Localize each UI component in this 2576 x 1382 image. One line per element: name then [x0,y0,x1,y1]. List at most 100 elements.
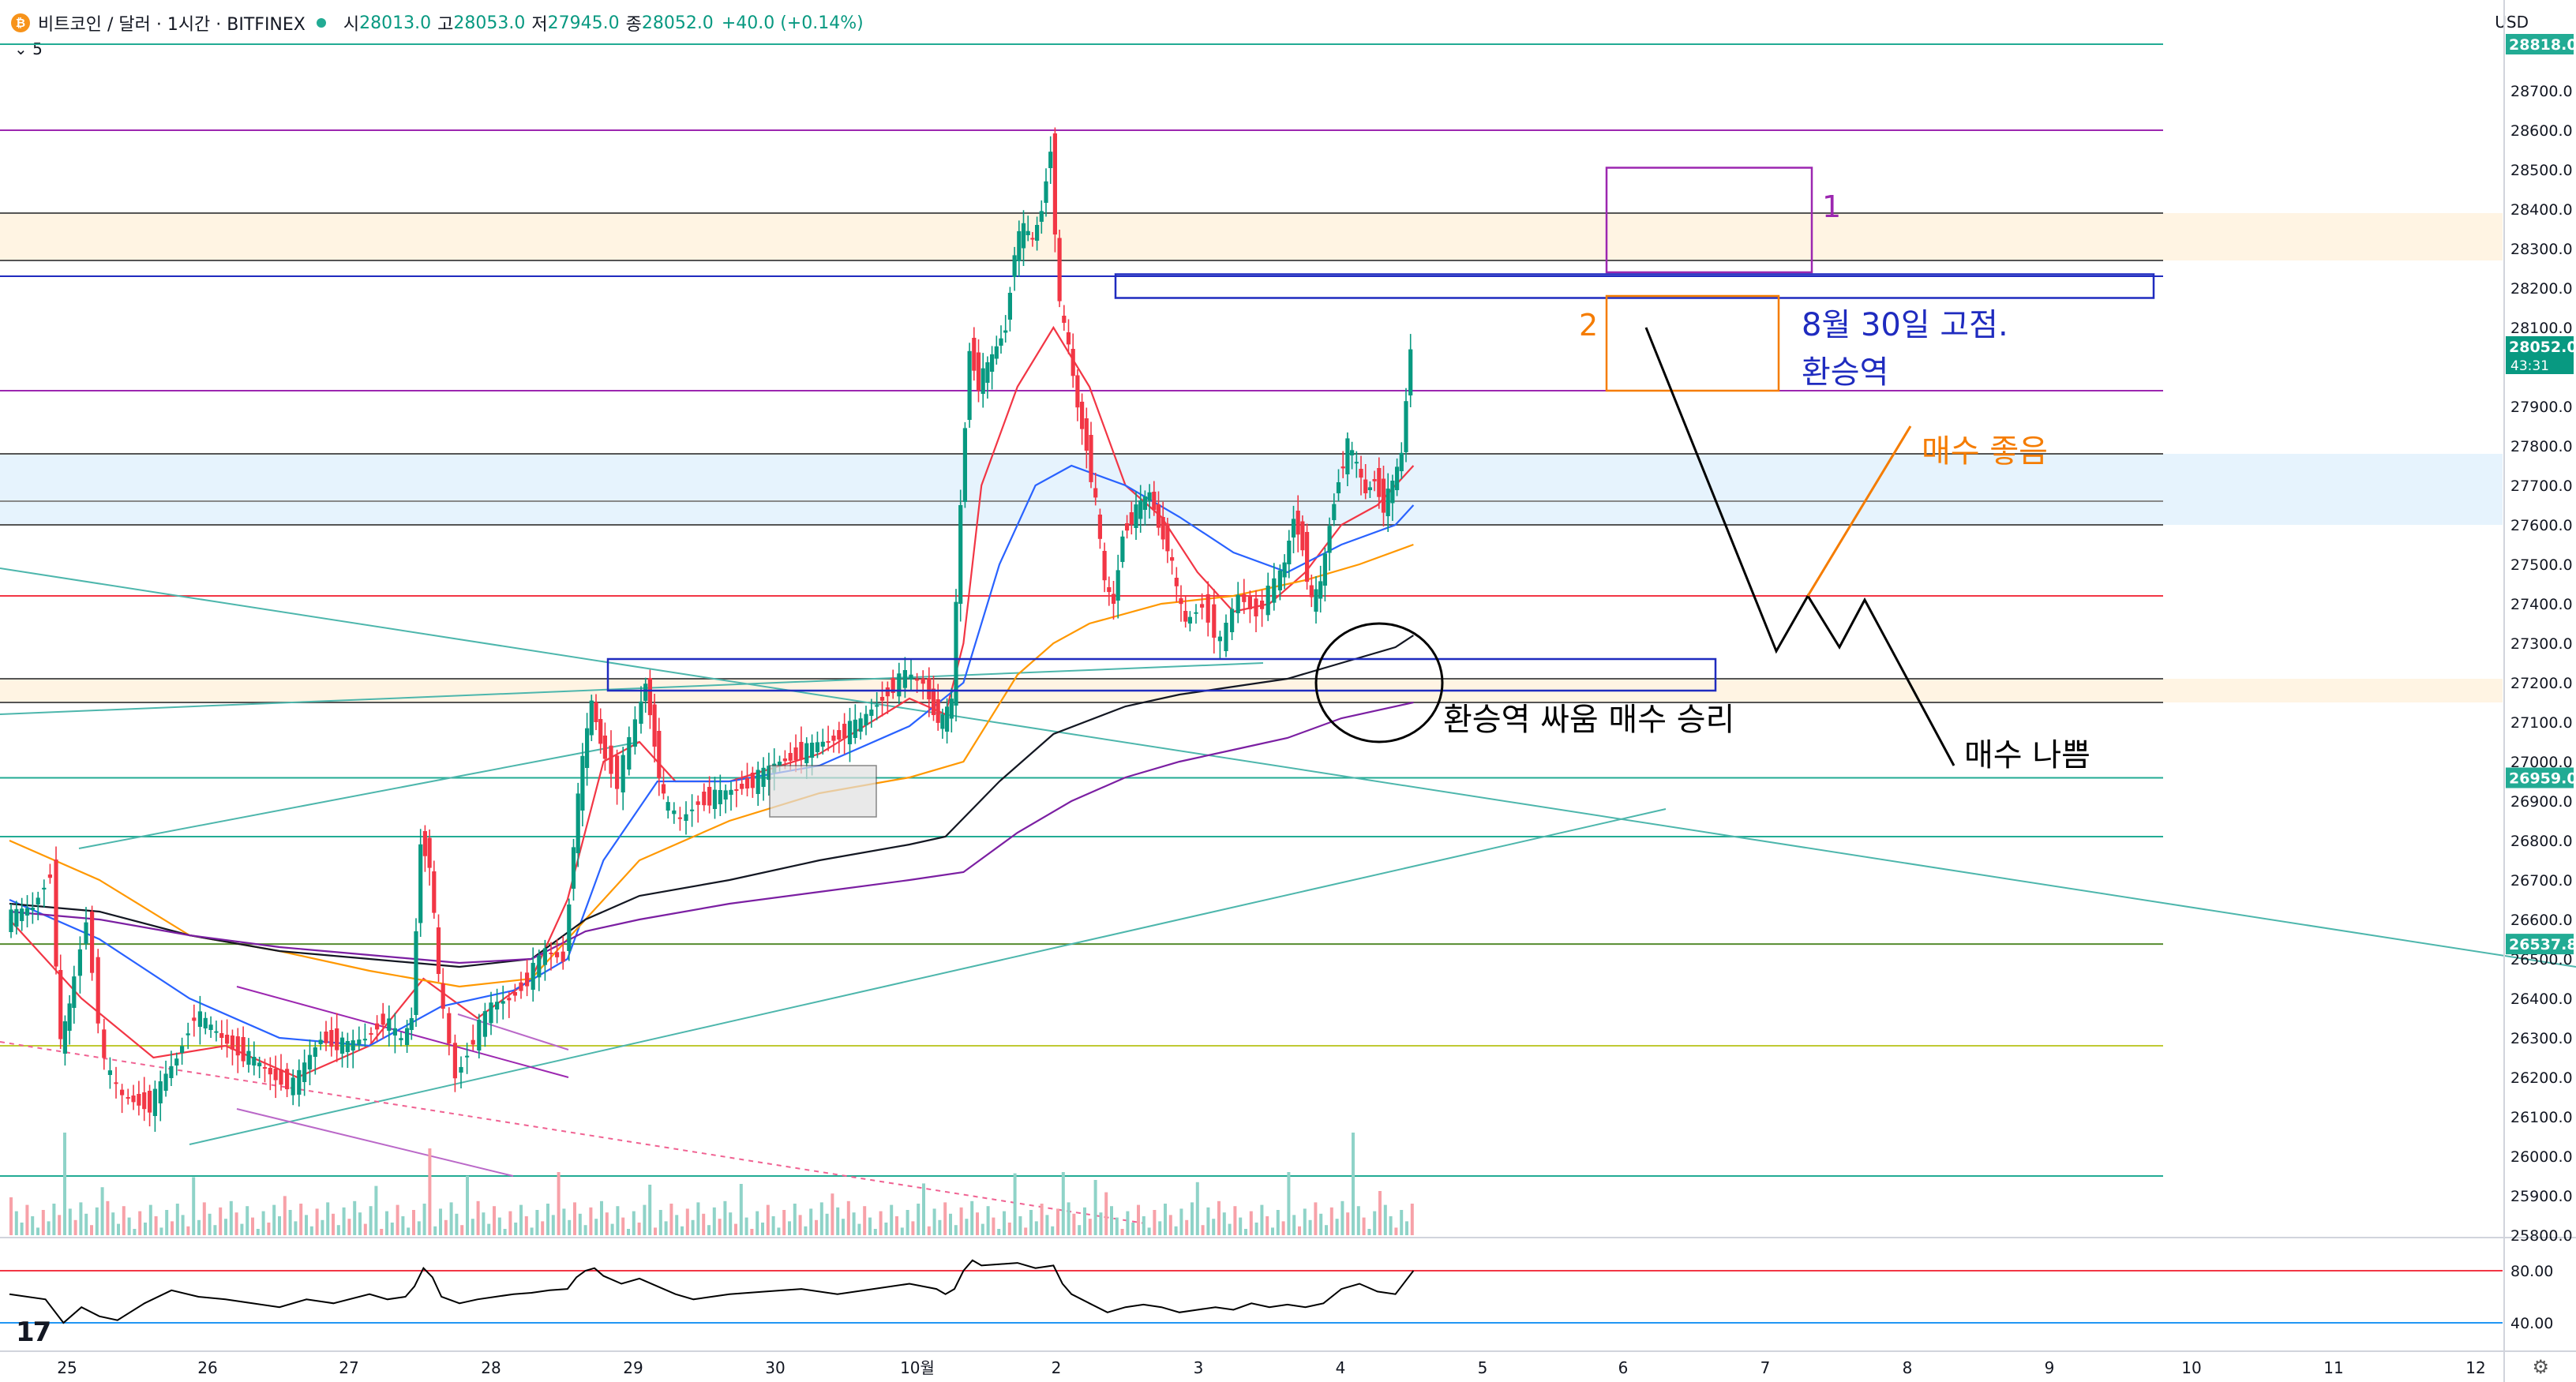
candle-body [949,698,954,719]
volume-bar [47,1221,51,1235]
price-badge-label: 28052.0 [2509,339,2576,356]
candle-body [858,718,863,732]
candle-body [621,755,625,792]
candle-body [96,957,100,1024]
volume-bar [890,1204,894,1235]
candle-body [1399,452,1404,471]
volume-bar [1254,1223,1258,1235]
candle-body [1260,601,1265,609]
volume-bar [750,1229,754,1235]
candle-body [571,847,576,889]
candle-body [1174,578,1179,586]
volume-bar [63,1133,66,1235]
candle-body [58,970,63,1039]
volume-bar [288,1210,292,1235]
candle-body [262,1067,268,1069]
candle-body [1052,133,1057,235]
volume-bar [412,1210,415,1235]
candle-body [931,688,936,715]
candle-body [214,1031,219,1033]
volume-bar [148,1204,152,1235]
candle-body [1332,504,1337,520]
volume-bar [863,1206,867,1235]
candle-body [1152,492,1157,511]
volume-bar [315,1208,319,1235]
volume-bar [171,1221,174,1235]
volume-bar [1373,1211,1377,1235]
volume-bar [309,1226,313,1235]
volume-bar [530,1227,534,1235]
volume-bar [407,1227,411,1235]
volume-bar [541,1221,545,1235]
candle-body [432,871,437,913]
volume-bar [1329,1207,1333,1235]
volume-bar [766,1204,770,1235]
volume-bar [197,1219,201,1235]
candle-body [501,1001,505,1004]
candle-body [174,1058,179,1066]
volume-bar [906,1210,909,1235]
volume-bar [106,1200,110,1235]
volume-bar [557,1172,561,1235]
candle-body [147,1091,152,1113]
volume-bar [144,1223,147,1235]
candle-body [1305,532,1310,582]
price-tick-label: 25800.0 [2510,1227,2573,1245]
candle-body [1030,238,1035,240]
candle-body [1381,478,1386,513]
volume-bar [1352,1133,1355,1235]
candle-body [1340,466,1345,469]
volume-bar [884,1223,888,1235]
volume-bar [1034,1221,1038,1235]
candle-body [1345,438,1350,474]
volume-bar [1228,1223,1232,1235]
candle-body [20,908,24,921]
volume-bar [637,1223,641,1235]
candle-body [729,789,733,795]
candle-body [632,719,637,747]
candle-body [1039,211,1044,222]
volume-bar [771,1216,775,1235]
price-tick-label: 28200.0 [2510,280,2573,298]
currency-label[interactable]: USD [2495,13,2529,32]
volume-bar [1303,1208,1307,1235]
candle-body [285,1069,290,1090]
high-value: 28053.0 [453,13,526,33]
candle-body [842,724,847,739]
candle-body [1385,489,1390,516]
price-tick-label: 27000.0 [2510,754,2573,771]
volume-bar [202,1202,206,1235]
volume-bar [20,1223,24,1235]
volume-bar [138,1211,142,1235]
gear-icon[interactable]: ⚙ [2532,1356,2549,1378]
candle-body [869,710,874,716]
volume-bar [819,1202,823,1235]
time-tick-label: 25 [57,1358,77,1377]
candle-body [549,953,553,954]
candle-body [927,678,932,700]
volume-bar [208,1213,212,1235]
low-label: 저 [531,15,548,35]
candle-body [643,684,648,701]
candle-body [921,678,925,684]
volume-bar [133,1229,137,1235]
volume-bar [895,1216,898,1235]
time-tick-label: 27 [339,1358,358,1377]
candle-body [1408,349,1413,395]
price-tick-label: 27900.0 [2510,399,2573,416]
volume-bar [401,1216,405,1235]
candle-body [142,1092,147,1110]
volume-bar [1217,1200,1221,1235]
volume-bar [1131,1223,1135,1235]
volume-bar [234,1212,238,1235]
volume-bar [664,1221,668,1235]
symbol-title[interactable]: 비트코인 / 달러 · 1시간 · BITFINEX [38,15,306,35]
candle-body [447,1013,452,1044]
candle-body [740,784,744,789]
candle-body [1170,557,1175,561]
volume-bar [299,1204,303,1235]
candle-body [525,972,530,987]
volume-bar [815,1219,818,1235]
candle-body [152,1088,157,1116]
